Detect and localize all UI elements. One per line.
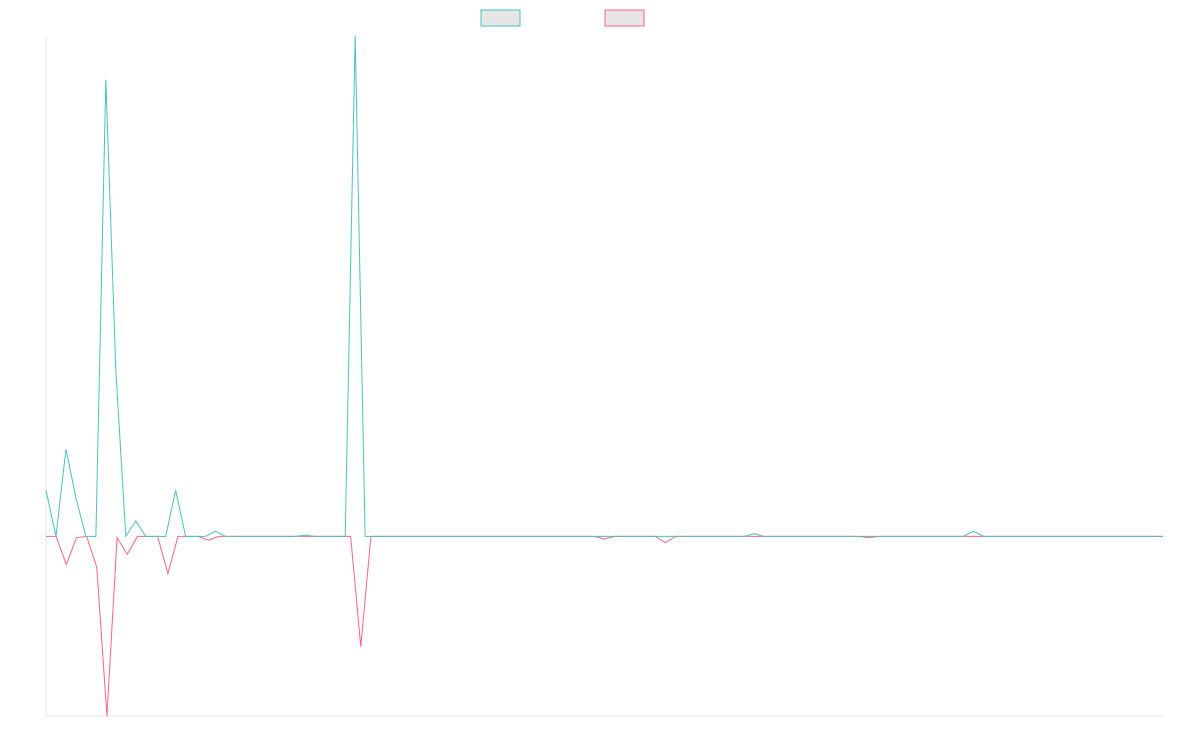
series-line-1 — [45, 35, 1163, 538]
series-group — [45, 35, 1163, 717]
legend[interactable] — [480, 9, 645, 27]
axes — [45, 36, 1163, 717]
legend-swatch-2[interactable] — [604, 9, 645, 27]
legend-swatch-1[interactable] — [480, 9, 521, 27]
series-line-2 — [46, 535, 1163, 717]
